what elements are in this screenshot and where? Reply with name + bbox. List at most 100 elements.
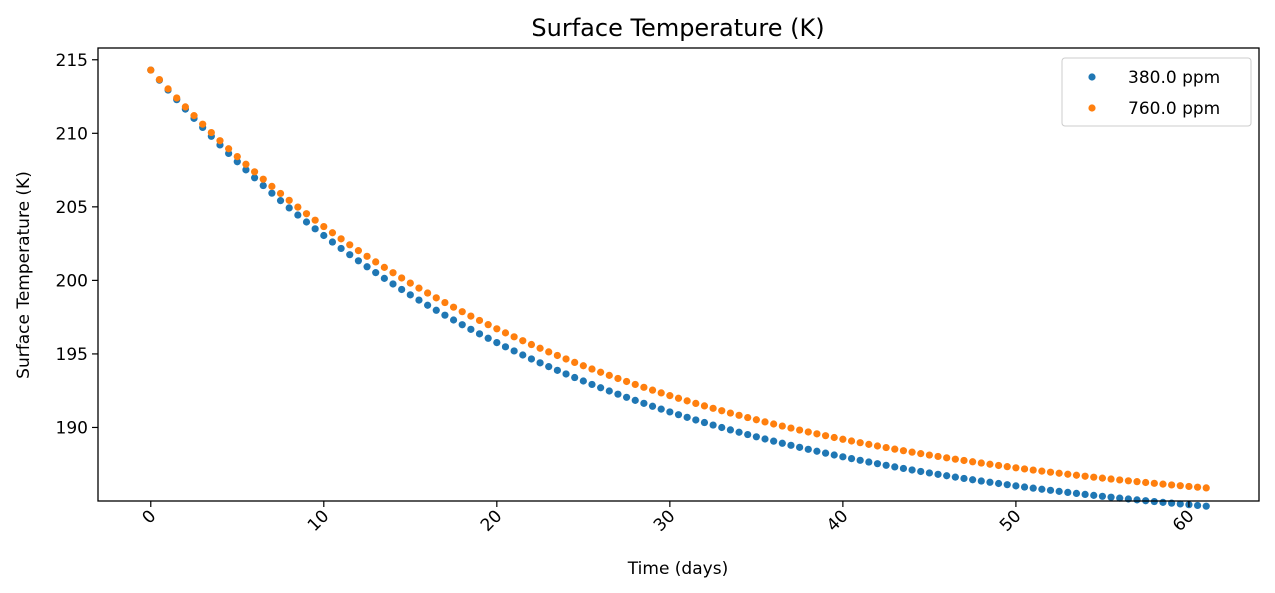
y-tick-label: 210: [56, 124, 88, 144]
data-point: [657, 389, 665, 397]
data-point: [276, 189, 285, 198]
data-point: [406, 291, 414, 299]
data-point: [320, 222, 328, 231]
data-point: [562, 355, 570, 363]
data-point: [441, 298, 449, 307]
data-point: [389, 269, 397, 277]
data-point: [925, 451, 933, 459]
data-point: [977, 477, 985, 485]
data-point: [493, 338, 501, 347]
data-point: [190, 112, 198, 120]
data-point: [1133, 496, 1141, 504]
data-point: [501, 329, 510, 337]
data-point: [363, 252, 371, 260]
data-point: [700, 402, 709, 410]
data-point: [1176, 500, 1184, 508]
data-point: [787, 441, 795, 449]
data-point: [406, 279, 414, 287]
data-point: [1098, 492, 1107, 500]
data-point: [380, 263, 388, 271]
data-point: [648, 402, 657, 410]
data-point: [1038, 485, 1046, 493]
data-point: [233, 158, 241, 166]
data-point: [346, 241, 354, 249]
data-point: [1193, 501, 1202, 510]
data-point: [501, 343, 510, 351]
data-point: [839, 435, 847, 443]
data-point: [804, 445, 812, 453]
data-point: [925, 469, 933, 477]
data-point: [622, 393, 631, 401]
data-point: [363, 263, 371, 271]
data-point: [1072, 471, 1081, 479]
data-point: [726, 426, 735, 434]
data-point: [1193, 483, 1202, 491]
data-point: [1064, 488, 1072, 497]
data-point: [908, 466, 916, 474]
data-point: [891, 463, 899, 471]
data-point: [856, 456, 864, 464]
data-point: [302, 218, 311, 226]
y-axis-ticks: 190 195 200 205 210 215: [56, 51, 98, 438]
data-point: [242, 160, 250, 168]
data-point: [1038, 467, 1046, 475]
data-point: [778, 422, 786, 430]
data-point: [1090, 473, 1098, 481]
data-point: [943, 472, 951, 480]
data-point: [484, 321, 492, 329]
data-point: [899, 447, 908, 455]
data-point: [744, 430, 752, 439]
data-point: [1012, 482, 1020, 490]
data-point: [1046, 468, 1055, 476]
data-point: [588, 380, 596, 389]
data-point: [1116, 494, 1124, 502]
data-point: [597, 384, 605, 392]
data-point: [510, 347, 518, 355]
data-point: [614, 390, 622, 398]
data-point: [960, 474, 968, 483]
data-point: [994, 479, 1003, 488]
data-point: [1107, 493, 1115, 501]
legend: 380.0 ppm 760.0 ppm: [1061, 57, 1252, 127]
data-point: [1081, 490, 1089, 498]
data-point: [458, 321, 466, 329]
data-point: [1202, 502, 1210, 510]
legend-label-760: 760.0 ppm: [1128, 99, 1220, 119]
data-point: [294, 211, 302, 219]
data-point: [770, 420, 778, 428]
data-point: [1003, 463, 1011, 471]
data-point: [969, 476, 977, 484]
data-point: [432, 294, 440, 302]
data-point: [1159, 498, 1167, 506]
data-point: [1124, 477, 1132, 485]
data-point: [735, 411, 743, 419]
data-point: [692, 399, 700, 408]
data-point: [597, 368, 605, 376]
data-point: [882, 461, 890, 469]
x-tick-label: 30: [650, 506, 679, 535]
data-point: [943, 454, 951, 462]
data-point: [181, 103, 189, 111]
data-point: [579, 362, 587, 370]
data-point: [1003, 481, 1011, 489]
data-point: [276, 197, 285, 205]
data-point: [398, 285, 406, 294]
data-point: [726, 409, 735, 417]
data-point: [519, 351, 527, 359]
data-point: [372, 269, 380, 277]
data-point: [1142, 478, 1150, 487]
data-point: [666, 392, 674, 400]
data-point: [545, 363, 553, 371]
data-point: [268, 182, 276, 190]
data-point: [735, 428, 743, 436]
data-point: [873, 442, 882, 450]
data-point: [328, 229, 337, 237]
data-point: [718, 423, 726, 432]
data-point: [917, 450, 925, 458]
data-point: [545, 348, 553, 356]
data-point: [796, 443, 804, 451]
data-point: [449, 316, 458, 324]
data-point: [796, 426, 804, 434]
y-axis-title: Surface Temperature (K): [14, 171, 34, 379]
x-tick-label: 10: [304, 506, 333, 535]
